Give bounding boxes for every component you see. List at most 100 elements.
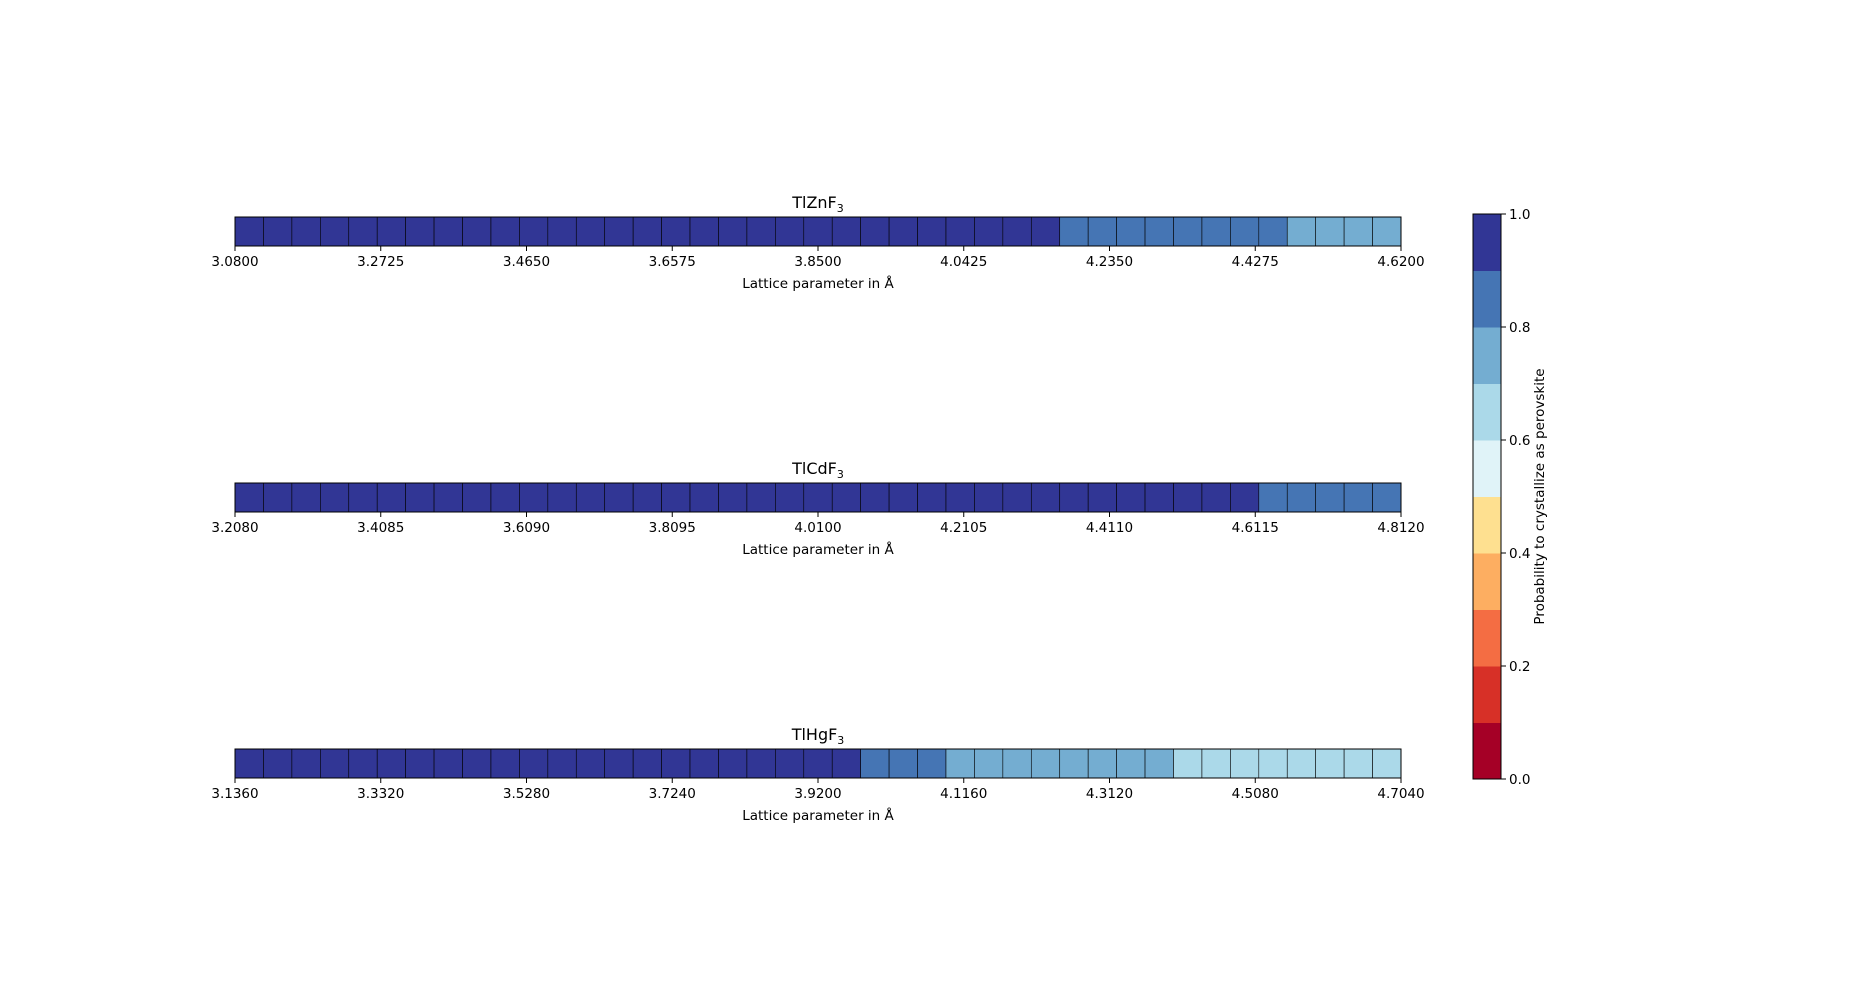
heatmap-cell: [689, 216, 719, 247]
heatmap-cell: [974, 216, 1004, 247]
heatmap-cell: [348, 748, 378, 779]
heatmap-cell: [575, 216, 606, 247]
heatmap-cell: [661, 216, 691, 247]
x-tick-label: 3.9200: [794, 786, 841, 802]
x-tick-label: 4.4110: [1086, 520, 1133, 536]
heatmap-cell: [1372, 482, 1402, 513]
heatmap-cell: [490, 216, 520, 247]
heatmap-cell: [604, 216, 634, 247]
heatmap-panels: TlZnF3 3.0800 3.2725 3.4650 3.6575 3.8500 4.04…: [211, 193, 1424, 824]
x-tick-label: 3.8095: [649, 520, 696, 536]
heatmap-cell: [1144, 482, 1174, 513]
heatmap-cell: [803, 482, 833, 513]
heatmap-cell: [1173, 216, 1203, 247]
heatmap-cell: [1286, 748, 1316, 779]
heatmap-cell: [1315, 748, 1345, 779]
heatmap-cell: [917, 216, 947, 247]
heatmap-cell: [803, 216, 833, 247]
heatmap-cell: [1030, 748, 1061, 779]
heatmap-cell: [519, 482, 549, 513]
heatmap-cell: [1059, 482, 1089, 513]
heatmap-cell: [547, 482, 577, 513]
x-tick-label: 3.6575: [649, 254, 696, 270]
x-tick-label: 3.4650: [503, 254, 550, 270]
heatmap-cell: [831, 748, 861, 779]
heatmap-cell: [945, 482, 975, 513]
heatmap-cell: [1230, 748, 1260, 779]
heatmap-cell: [1343, 748, 1373, 779]
heatmap-cell: [263, 748, 293, 779]
heatmap-cell: [519, 748, 549, 779]
heatmap-cell: [462, 216, 492, 247]
heatmap-cell: [462, 748, 492, 779]
heatmap-cell: [718, 216, 748, 247]
heatmap-cell: [490, 748, 520, 779]
colorbar-bin: [1473, 214, 1501, 271]
heatmap-cell: [320, 216, 350, 247]
heatmap-cell: [405, 216, 435, 247]
heatmap-cell: [803, 748, 833, 779]
heatmap-cell: [661, 482, 691, 513]
heatmap-cell: [775, 216, 805, 247]
heatmap-cell: [234, 748, 264, 779]
heatmap-cell: [1201, 482, 1231, 513]
heatmap-cell: [291, 748, 321, 779]
x-tick-label: 4.8120: [1377, 520, 1424, 536]
heatmap-cell: [888, 216, 918, 247]
heatmap-cell: [632, 216, 662, 247]
panel-title: TlZnF3: [791, 193, 844, 215]
colorbar-tick-label: 1.0: [1509, 207, 1530, 223]
heatmap-cell: [775, 748, 805, 779]
heatmap-cell: [1059, 216, 1089, 247]
heatmap-cell: [917, 748, 947, 779]
heatmap-cell: [320, 482, 350, 513]
heatmap-panel: TlZnF3 3.0800 3.2725 3.4650 3.6575 3.8500 4.04…: [211, 193, 1424, 292]
heatmap-cell: [974, 748, 1004, 779]
x-tick-label: 4.3120: [1086, 786, 1133, 802]
heatmap-cell: [689, 748, 719, 779]
heatmap-cell: [746, 482, 776, 513]
heatmap-cell: [433, 482, 463, 513]
heatmap-cell: [462, 482, 492, 513]
x-tick-label: 3.2725: [357, 254, 404, 270]
colorbar-bin: [1473, 609, 1501, 667]
heatmap-cell: [945, 216, 975, 247]
heatmap-cell: [831, 216, 861, 247]
colorbar-frame: [1472, 213, 1502, 780]
heatmap-panel: TlCdF3 3.2080 3.4085 3.6090 3.8095 4.0100 4.21…: [211, 459, 1424, 558]
heatmap-cell: [1258, 216, 1288, 247]
x-tick-label: 3.8500: [794, 254, 841, 270]
heatmap-cell: [575, 482, 606, 513]
heatmap-cell: [1087, 482, 1117, 513]
colorbar-bin: [1473, 440, 1501, 497]
heatmap-cell: [1286, 482, 1316, 513]
heatmap-cell: [1116, 748, 1146, 779]
heatmap-cell: [1258, 482, 1288, 513]
heatmap-cell: [888, 482, 918, 513]
heatmap-cell: [1002, 216, 1032, 247]
colorbar-bin: [1473, 270, 1501, 328]
panel-title: TlHgF3: [791, 725, 845, 747]
heatmap-cell: [519, 216, 549, 247]
heatmap-cell: [888, 748, 918, 779]
heatmap-cell: [746, 748, 776, 779]
heatmap-cell: [1315, 216, 1345, 247]
heatmap-cell: [1258, 748, 1288, 779]
heatmap-cell: [746, 216, 776, 247]
colorbar-label: Probability to crystallize as perovskite: [1532, 368, 1548, 624]
x-axis-label: Lattice parameter in Å: [742, 541, 894, 558]
heatmap-panel: TlHgF3 3.1360 3.3320 3.5280 3.7240 3.9200 4.11…: [211, 725, 1424, 824]
x-tick-label: 4.0425: [940, 254, 987, 270]
x-tick-label: 4.1160: [940, 786, 987, 802]
heatmap-cell: [1343, 216, 1373, 247]
x-tick-label: 3.7240: [649, 786, 696, 802]
heatmap-cell: [1002, 748, 1032, 779]
heatmap-cell: [661, 748, 691, 779]
heatmap-cell: [632, 748, 662, 779]
heatmap-cell: [1286, 216, 1316, 247]
x-tick-label: 3.3320: [357, 786, 404, 802]
heatmap-cell: [604, 482, 634, 513]
heatmap-cell: [1087, 216, 1117, 247]
x-tick-label: 4.5080: [1232, 786, 1279, 802]
